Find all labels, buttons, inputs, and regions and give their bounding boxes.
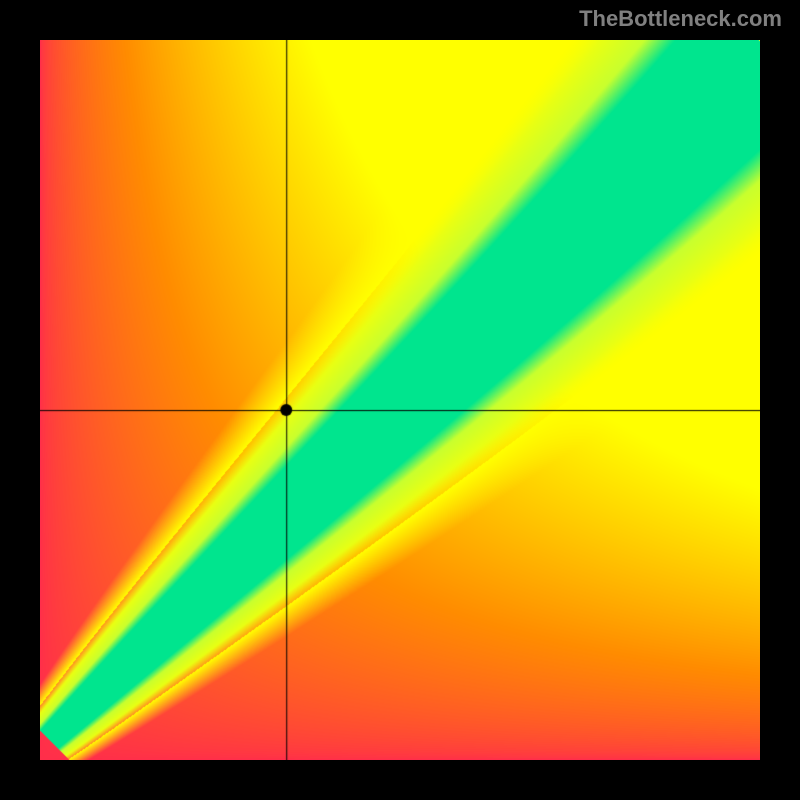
heatmap-canvas <box>40 40 760 760</box>
chart-container: TheBottleneck.com <box>0 0 800 800</box>
heatmap-plot <box>40 40 760 760</box>
watermark-text: TheBottleneck.com <box>579 6 782 32</box>
